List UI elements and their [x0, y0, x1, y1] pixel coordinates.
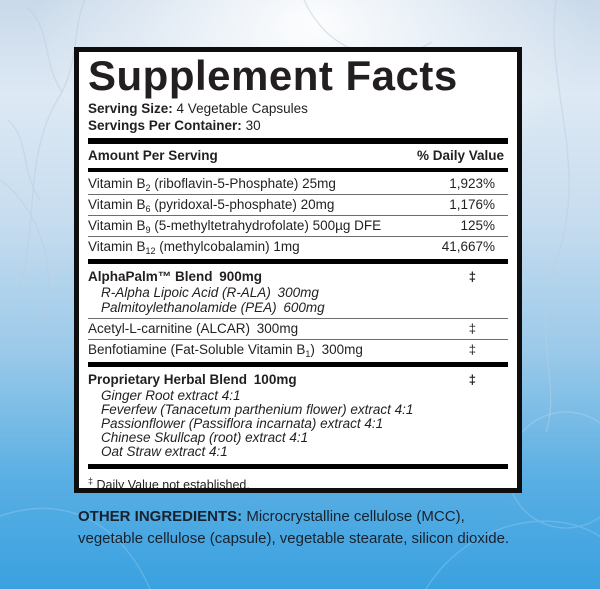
serving-size-label: Serving Size: [88, 101, 173, 116]
daily-value-dagger: ‡ [468, 342, 476, 357]
divider-thick-after-benfotiamine [88, 362, 508, 367]
blend-header-row: Proprietary Herbal Blend 100mg ‡ [88, 371, 508, 389]
subscript: 2 [145, 183, 151, 193]
subscript: 9 [145, 225, 151, 235]
daily-value-header: % Daily Value [416, 148, 504, 163]
table-row-vitamin-b2: Vitamin B2 (riboflavin-5-Phosphate) 25mg… [88, 174, 508, 195]
ingredient-name: Vitamin B2 (riboflavin-5-Phosphate) 25mg [88, 176, 336, 193]
blend-sub-item: Oat Straw extract 4:1 [101, 444, 228, 459]
ingredient-name: Vitamin B6 (pyridoxal-5-phosphate) 20mg [88, 197, 335, 214]
herbal-blend-section: Proprietary Herbal Blend 100mg ‡ Ginger … [88, 369, 508, 462]
other-ingredients-label: OTHER INGREDIENTS: [78, 508, 243, 525]
blend-name: AlphaPalm™ Blend 900mg [88, 269, 263, 284]
table-row-benfotiamine: Benfotiamine (Fat-Soluble Vitamin B1) 30… [88, 340, 508, 360]
other-ingredients-paragraph: OTHER INGREDIENTS: Microcrystalline cell… [78, 506, 530, 549]
footnote-text: Daily Value not established. [96, 478, 250, 493]
divider-under-header [88, 168, 508, 172]
ingredient-name: Vitamin B12 (methylcobalamin) 1mg [88, 239, 300, 256]
blend-sub-item: R-Alpha Lipoic Acid (R-ALA) 300mg [101, 285, 319, 300]
subscript: 6 [145, 204, 151, 214]
panel-title: Supplement Facts [88, 52, 458, 99]
daily-value-dagger: ‡ [468, 269, 476, 284]
blend-sub-item: Feverfew (Tanacetum parthenium flower) e… [101, 402, 414, 417]
amount-per-serving-header: Amount Per Serving [88, 148, 218, 163]
daily-value: 125% [460, 218, 495, 233]
serving-size-value: 4 Vegetable Capsules [176, 101, 308, 116]
daily-value: 1,176% [449, 197, 495, 212]
table-row-vitamin-b6: Vitamin B6 (pyridoxal-5-phosphate) 20mg … [88, 195, 508, 216]
table-row-acetyl: Acetyl-L-carnitine (ALCAR) 300mg ‡ [88, 319, 508, 340]
blend-sub-item: Chinese Skullcap (root) extract 4:1 [101, 430, 309, 445]
table-header: Amount Per Serving % Daily Value [88, 146, 508, 166]
dagger-symbol: ‡ [88, 476, 94, 486]
subscript: 1 [305, 349, 311, 359]
divider-thick-top [88, 138, 508, 144]
alphapalm-blend-section: AlphaPalm™ Blend 900mg ‡ R-Alpha Lipoic … [88, 266, 508, 319]
ingredient-name: Vitamin B9 (5-methyltetrahydrofolate) 50… [88, 218, 382, 235]
divider-thick-after-vitamins [88, 259, 508, 264]
subscript: 12 [145, 246, 156, 256]
daily-value-dagger: ‡ [468, 321, 476, 336]
servings-per-container-line: Servings Per Container: 30 [88, 118, 508, 135]
table-row-vitamin-b9: Vitamin B9 (5-methyltetrahydrofolate) 50… [88, 216, 508, 237]
daily-value-dagger: ‡ [468, 372, 476, 387]
ingredient-name: Acetyl-L-carnitine (ALCAR) 300mg [88, 321, 299, 336]
blend-sub-item: Palmitoylethanolamide (PEA) 600mg [101, 299, 325, 315]
other-ingredients-text: Microcrystalline cellulose (MCC), vegeta… [78, 508, 510, 547]
table-row-vitamin-b12: Vitamin B12 (methylcobalamin) 1mg 41,667… [88, 237, 508, 257]
blend-sub-item: Passionflower (Passiflora incarnata) ext… [101, 416, 384, 431]
servings-per-container-value: 30 [245, 117, 261, 133]
blend-name: Proprietary Herbal Blend 100mg [88, 372, 297, 387]
divider-thick-before-footnote [88, 464, 508, 469]
ingredient-name: Benfotiamine (Fat-Soluble Vitamin B1) 30… [88, 342, 363, 359]
supplement-facts-panel: Supplement Facts Serving Size: 4 Vegetab… [74, 47, 522, 493]
daily-value: 1,923% [449, 176, 495, 191]
blend-header-row: AlphaPalm™ Blend 900mg ‡ [88, 268, 508, 286]
footnote: ‡ Daily Value not established. [88, 471, 508, 493]
serving-size-line: Serving Size: 4 Vegetable Capsules [88, 101, 508, 118]
servings-per-container-label: Servings Per Container: [88, 117, 242, 133]
blend-sub-item: Ginger Root extract 4:1 [101, 388, 241, 403]
daily-value: 41,667% [441, 239, 495, 254]
